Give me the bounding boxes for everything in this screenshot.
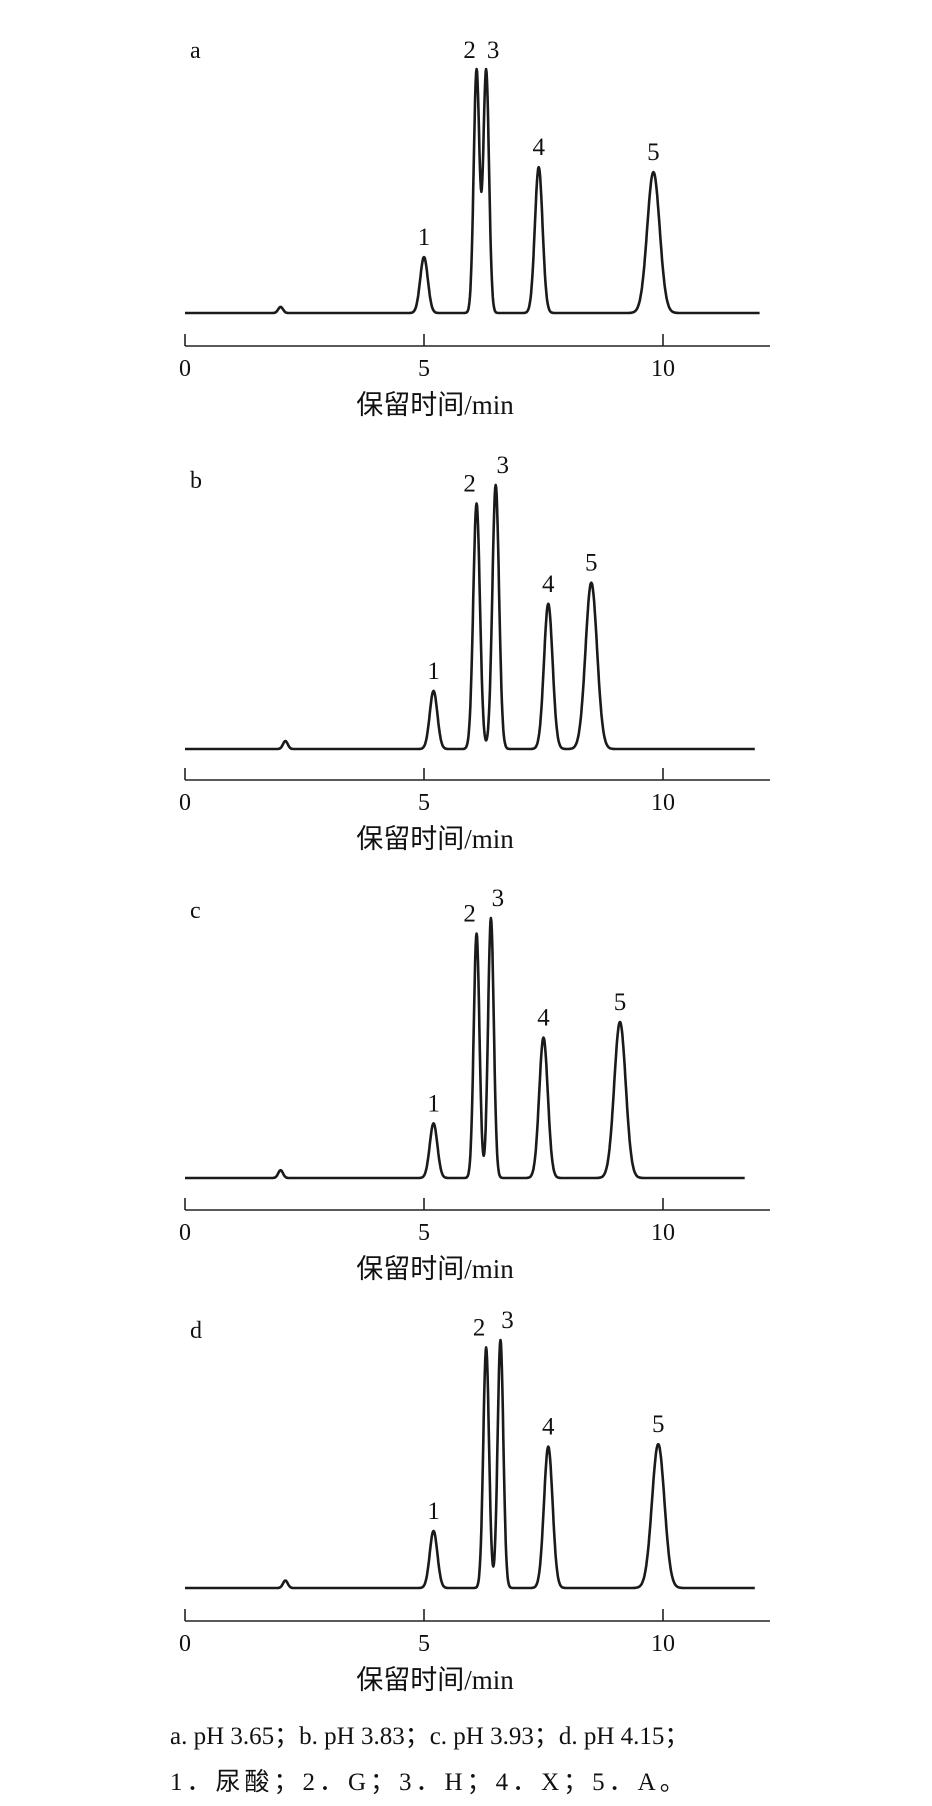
x-tick-label: 0 [179, 1631, 191, 1657]
x-tick-label: 5 [418, 356, 430, 382]
x-tick-label: 0 [179, 356, 191, 382]
peak-label-4: 4 [542, 571, 555, 598]
x-tick-label: 10 [651, 790, 675, 816]
peak-label-4: 4 [542, 1414, 555, 1441]
peak-label-5: 5 [647, 139, 660, 166]
panel-label: a [190, 38, 201, 64]
chromatogram-trace-a [184, 67, 761, 315]
peak-label-2: 2 [463, 37, 476, 64]
x-tick-label: 10 [651, 356, 675, 382]
peak-label-4: 4 [537, 1005, 550, 1032]
peak-label-1: 1 [418, 224, 431, 251]
x-tick-label: 5 [418, 1631, 430, 1657]
caption-conditions: a. pH 3.65；b. pH 3.83；c. pH 3.93；d. pH 4… [170, 1723, 690, 1750]
panel-label: b [190, 468, 202, 494]
x-axis-label: 保留时间/min [356, 1665, 514, 1695]
panel-label: c [190, 898, 201, 924]
chromatogram-trace-b [184, 483, 756, 751]
peak-label-1: 1 [427, 1498, 440, 1525]
peak-label-2: 2 [463, 471, 476, 498]
x-tick-label: 10 [651, 1631, 675, 1657]
peak-label-2: 2 [463, 901, 476, 928]
peak-label-3: 3 [501, 1307, 514, 1334]
peak-label-4: 4 [532, 134, 545, 161]
x-tick-label: 10 [651, 1220, 675, 1246]
x-axis-label: 保留时间/min [356, 1254, 514, 1284]
x-axis-label: 保留时间/min [356, 390, 514, 420]
peak-label-1: 1 [427, 658, 440, 685]
x-axis-label: 保留时间/min [356, 824, 514, 854]
peak-label-5: 5 [585, 550, 598, 577]
figure-caption: a. pH 3.65；b. pH 3.83；c. pH 3.93；d. pH 4… [170, 1714, 890, 1806]
caption-peak-legend: 1．尿酸；2．G；3．H；4．X；5．A。 [170, 1769, 689, 1796]
x-tick-label: 5 [418, 1220, 430, 1246]
peak-label-5: 5 [614, 989, 627, 1016]
peak-label-3: 3 [487, 37, 500, 64]
panel-label: d [190, 1318, 202, 1344]
peak-label-3: 3 [492, 885, 505, 912]
x-tick-label: 5 [418, 790, 430, 816]
x-tick-label: 0 [179, 1220, 191, 1246]
peak-label-5: 5 [652, 1411, 665, 1438]
peak-label-3: 3 [496, 452, 509, 479]
chromatogram-trace-c [184, 916, 746, 1180]
x-tick-label: 0 [179, 790, 191, 816]
peak-label-2: 2 [473, 1314, 486, 1341]
peak-label-1: 1 [427, 1090, 440, 1117]
chromatogram-trace-d [184, 1338, 756, 1590]
